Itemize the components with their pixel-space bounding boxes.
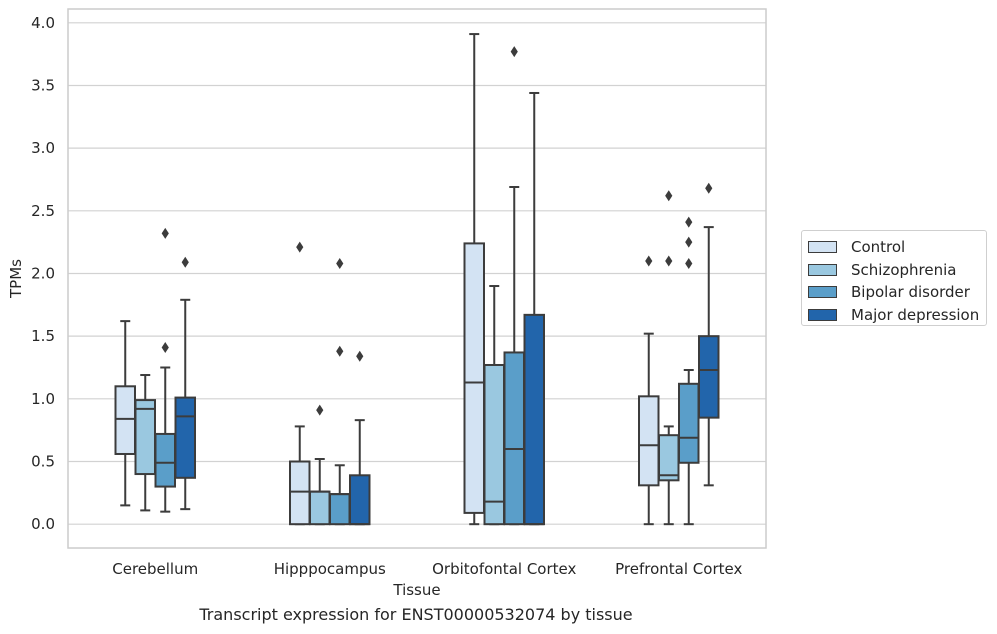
outlier-point <box>316 404 324 416</box>
x-tick-label: Prefrontal Cortex <box>615 560 742 578</box>
box-schizophrenia <box>134 374 156 512</box>
legend-label: Major depression <box>851 305 980 324</box>
box-control <box>289 241 311 526</box>
x-tick-labels: Cerebellum Hipppocampus Orbitofontal Corte… <box>112 560 742 578</box>
legend-swatch <box>808 286 837 299</box>
box-iqr <box>483 363 505 526</box>
box-iqr <box>523 313 545 526</box>
x-axis-label: Tissue <box>392 581 440 599</box>
outlier-point <box>665 255 673 267</box>
box-bipolar-disorder <box>503 46 525 526</box>
box-major-depression <box>174 256 196 511</box>
y-axis-label: TPMs <box>7 259 25 299</box>
outlier-point <box>665 190 673 202</box>
outlier-point <box>645 255 653 267</box>
legend-label: Bipolar disorder <box>851 283 970 302</box>
box-series <box>114 33 720 526</box>
box-control <box>114 320 136 507</box>
box-iqr <box>698 335 720 419</box>
y-tick-label: 2.5 <box>31 202 55 220</box>
box-bipolar-disorder <box>154 227 176 513</box>
legend-item: Control <box>808 236 986 259</box>
y-tick-label: 2.0 <box>31 264 55 282</box>
box-iqr <box>658 434 680 482</box>
legend-swatch <box>808 308 837 321</box>
box-iqr <box>114 385 136 455</box>
box-iqr <box>309 490 331 526</box>
box-major-depression <box>698 182 720 487</box>
legend-swatch <box>808 241 837 254</box>
box-control <box>463 33 485 526</box>
y-tick-labels: 0.0 0.5 1.0 1.5 2.0 2.5 3.0 3.5 4.0 <box>31 14 55 533</box>
legend-item: Schizophrenia <box>808 259 986 282</box>
y-tick-label: 3.5 <box>31 76 55 94</box>
x-tick-label: Hipppocampus <box>274 560 386 578</box>
legend-label: Control <box>851 238 906 257</box>
x-tick-label: Cerebellum <box>112 560 198 578</box>
y-tick-label: 3.0 <box>31 139 55 157</box>
x-tick-label: Orbitofontal Cortex <box>432 560 576 578</box>
box-major-depression <box>523 91 545 526</box>
legend: Control Schizophrenia Bipolar disorder Majo… <box>801 230 987 326</box>
box-major-depression <box>349 350 371 526</box>
y-tick-label: 0.0 <box>31 515 55 533</box>
box-iqr <box>174 396 196 479</box>
box-iqr <box>289 460 311 526</box>
box-bipolar-disorder <box>329 257 351 526</box>
outlier-point <box>296 241 304 253</box>
outlier-point <box>181 256 189 268</box>
box-iqr <box>678 382 700 464</box>
outlier-point <box>705 182 713 194</box>
y-tick-label: 1.5 <box>31 327 55 345</box>
box-iqr <box>134 399 156 476</box>
box-schizophrenia <box>658 190 680 526</box>
outlier-point <box>336 345 344 357</box>
box-iqr <box>463 242 485 514</box>
legend-label: Schizophrenia <box>851 260 957 279</box>
y-tick-label: 0.5 <box>31 453 55 471</box>
legend-swatch <box>808 263 837 276</box>
legend-item: Major depression <box>808 304 986 327</box>
box-iqr <box>154 432 176 488</box>
outlier-point <box>685 257 693 269</box>
y-tick-label: 4.0 <box>31 14 55 32</box>
box-iqr <box>329 493 351 526</box>
chart-caption: Transcript expression for ENST0000053207… <box>199 605 633 624</box>
box-schizophrenia <box>483 285 505 526</box>
outlier-point <box>356 350 364 362</box>
outlier-point <box>685 216 693 228</box>
outlier-point <box>161 341 169 353</box>
box-iqr <box>503 351 525 526</box>
outlier-point <box>510 46 518 58</box>
plot-frame <box>67 8 767 549</box>
outlier-point <box>161 227 169 239</box>
outlier-point <box>685 236 693 248</box>
outlier-point <box>336 257 344 269</box>
y-tick-label: 1.0 <box>31 390 55 408</box>
box-iqr <box>349 474 371 526</box>
box-control <box>638 255 660 526</box>
box-bipolar-disorder <box>678 216 700 526</box>
legend-item: Bipolar disorder <box>808 281 986 304</box>
box-schizophrenia <box>309 404 331 526</box>
box-iqr <box>638 395 660 487</box>
